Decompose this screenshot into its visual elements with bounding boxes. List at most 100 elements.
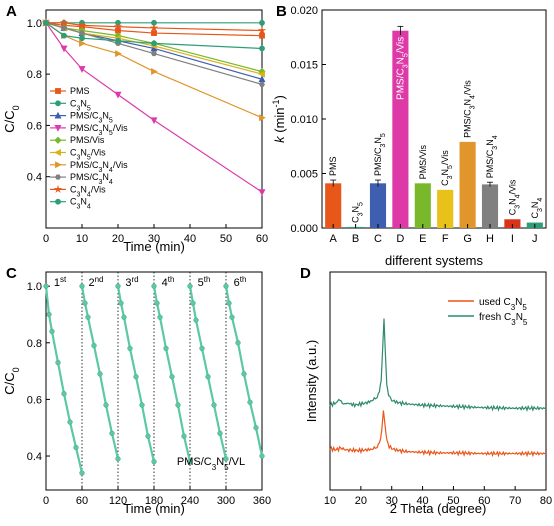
a-legend-entry-pms-c3n5: PMS/C3N5: [50, 111, 113, 125]
a-legend-marker: [53, 184, 63, 194]
c-x-tick-label: 0: [43, 495, 49, 507]
c-data-point: [109, 430, 115, 437]
c-x-tick-label: 180: [145, 495, 163, 507]
c-data-point: [190, 300, 196, 306]
c-data-point: [253, 425, 259, 431]
panel-c-x-ticks: 0 60 120 180 240 300 360: [43, 486, 271, 507]
panel-b-x-axis-label: different systems: [385, 253, 484, 268]
a-data-point: [258, 189, 266, 196]
a-data-point: [259, 45, 265, 52]
a-legend-label: PMS/C3N4: [70, 172, 113, 186]
c-data-point: [97, 371, 103, 377]
b-bar-group-e: PMS/Vis: [414, 144, 431, 228]
a-data-point: [257, 26, 267, 35]
b-bar: [481, 184, 499, 228]
a-data-point: [259, 32, 265, 39]
b-x-tick-label: G: [463, 233, 472, 245]
panel-a-x-ticks: 0 10 20 30 40 50 60: [43, 224, 268, 245]
c-data-point: [223, 283, 229, 289]
b-bar-label: C3N4: [530, 198, 544, 219]
c-data-point: [67, 419, 73, 425]
d-series-used-c3n5: [329, 410, 547, 458]
a-data-point: [150, 117, 158, 125]
d-x-tick-label: 20: [355, 495, 367, 507]
c-cycle-label: 4th: [162, 275, 175, 290]
a-x-tick-label: 50: [220, 233, 232, 245]
d-x-tick-label: 30: [386, 495, 398, 507]
c-cycle-series-6: [223, 283, 265, 459]
c-data-point: [187, 459, 193, 465]
b-x-tick-label: I: [511, 233, 514, 245]
d-x-tick-label: 50: [447, 495, 459, 507]
b-bar-label: PMS/C3N5/Vis: [395, 37, 409, 100]
a-legend-label: PMS/C3N4/Vis: [70, 160, 128, 174]
a-legend-label: C3N5/Vis: [70, 148, 106, 162]
a-legend-entry-pms-c3n5-vis: PMS/C3N5/Vis: [50, 123, 128, 136]
b-x-tick-label: F: [442, 233, 449, 245]
panel-d-y-axis-label: Intensity (a.u.): [304, 340, 319, 422]
a-data-point: [114, 91, 122, 99]
c-y-tick-label: 0.4: [27, 451, 42, 463]
c-cycle-series-4: [151, 283, 193, 465]
c-data-point: [61, 391, 67, 397]
c-data-point: [241, 371, 247, 377]
c-cycle-label: 6th: [234, 275, 247, 290]
a-series-line: [45, 22, 263, 50]
b-x-tick-label: J: [532, 233, 538, 245]
panel-c-y-ticks: 0.4 0.6 0.8 1.0: [27, 281, 50, 463]
a-data-point: [259, 19, 265, 26]
c-data-point: [229, 314, 235, 320]
a-legend-marker: [55, 100, 61, 107]
a-legend-label: PMS: [70, 86, 90, 96]
c-series-line: [188, 285, 228, 460]
c-x-tick-label: 240: [181, 495, 199, 507]
panel-a-letter: A: [6, 3, 17, 20]
c-x-tick-label: 120: [109, 495, 127, 507]
c-data-point: [79, 283, 85, 289]
a-series-line: [46, 22, 263, 32]
c-series-line: [44, 286, 84, 474]
a-legend-label: PMS/Vis: [70, 135, 105, 145]
b-bar: [325, 183, 342, 228]
d-series-fresh-c3n5: [329, 318, 547, 413]
c-cycle-label: 5th: [198, 275, 211, 290]
c-cycle-series-2: [79, 283, 121, 462]
a-legend-label: PMS/C3N5: [70, 111, 113, 125]
c-cycle-label: 3rd: [125, 275, 138, 290]
c-data-point: [115, 456, 121, 462]
c-data-point: [118, 300, 124, 306]
a-legend-marker: [54, 136, 62, 144]
c-y-tick-label: 0.8: [27, 338, 42, 350]
c-cycle-label: 2nd: [88, 275, 103, 290]
c-data-point: [199, 345, 205, 352]
a-series-line: [45, 22, 263, 193]
a-data-point: [151, 40, 157, 47]
b-y-tick-label: 0.015: [290, 60, 318, 72]
a-data-point: [258, 70, 265, 78]
c-data-point: [46, 311, 52, 318]
a-y-tick-label: 0.8: [27, 69, 42, 81]
c-data-point: [247, 399, 253, 405]
a-data-point: [79, 39, 86, 47]
b-y-tick-label: 0.000: [290, 223, 318, 235]
c-data-point: [175, 402, 181, 408]
c-series-line: [224, 285, 264, 457]
a-data-point: [79, 35, 85, 42]
c-data-point: [151, 459, 157, 465]
d-legend-label: used C3N5: [479, 297, 527, 312]
c-data-point: [55, 359, 61, 366]
c-data-point: [223, 456, 229, 462]
b-bar-group-a: PMS: [325, 157, 342, 228]
a-y-tick-label: 0.4: [27, 172, 42, 184]
b-bar: [459, 141, 476, 228]
a-legend-entry-pms-c3n4-vis: PMS/C3N4/Vis: [50, 160, 128, 174]
c-data-point: [235, 340, 241, 346]
c-data-point: [79, 470, 85, 476]
b-bar: [414, 183, 431, 228]
panel-d-plot-frame: [329, 271, 547, 491]
b-bar-label: PMS/C3N4/Vis: [463, 80, 477, 138]
panel-a-y-ticks: 0.4 0.6 0.8 1.0: [27, 18, 50, 184]
c-data-point: [259, 453, 265, 459]
c-cycle-label: 1st: [54, 275, 67, 290]
